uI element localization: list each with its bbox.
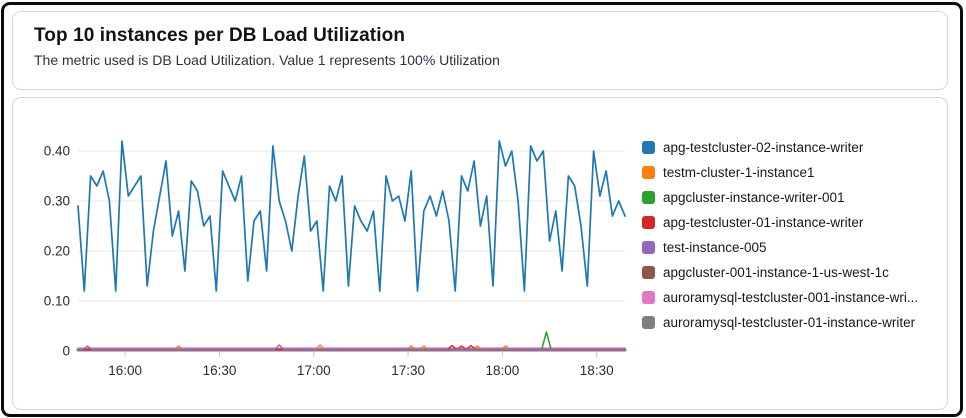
- svg-text:17:30: 17:30: [391, 363, 425, 378]
- legend-swatch-icon: [642, 141, 655, 154]
- legend-label: apgcluster-instance-writer-001: [663, 190, 845, 205]
- chart-legend: apg-testcluster-02-instance-writer testm…: [642, 135, 918, 335]
- chart-card: 0 0.10 0.20 0.30 0.40 16:00 16:30 17:00 17:30 18:…: [12, 97, 948, 410]
- svg-text:17:00: 17:00: [297, 363, 331, 378]
- page-subtitle: The metric used is DB Load Utilization. …: [34, 52, 500, 68]
- legend-item[interactable]: apgcluster-001-instance-1-us-west-1c: [642, 260, 918, 285]
- page-title: Top 10 instances per DB Load Utilization: [34, 25, 406, 46]
- svg-text:0: 0: [62, 344, 70, 359]
- legend-swatch-icon: [642, 216, 655, 229]
- legend-swatch-icon: [642, 316, 655, 329]
- legend-label: auroramysql-testcluster-01-instance-writ…: [663, 315, 916, 330]
- legend-item[interactable]: auroramysql-testcluster-001-instance-wri…: [642, 285, 918, 310]
- svg-text:16:30: 16:30: [203, 363, 237, 378]
- svg-text:0.10: 0.10: [44, 294, 70, 309]
- legend-label: testm-cluster-1-instance1: [663, 165, 815, 180]
- legend-item[interactable]: apg-testcluster-01-instance-writer: [642, 210, 918, 235]
- legend-swatch-icon: [642, 266, 655, 279]
- svg-text:0.20: 0.20: [44, 244, 70, 259]
- svg-text:18:30: 18:30: [580, 363, 614, 378]
- svg-text:16:00: 16:00: [108, 363, 142, 378]
- legend-swatch-icon: [642, 166, 655, 179]
- legend-swatch-icon: [642, 191, 655, 204]
- db-load-line-chart: 0 0.10 0.20 0.30 0.40 16:00 16:30 17:00 17:30 18:…: [44, 140, 627, 378]
- legend-label: apgcluster-001-instance-1-us-west-1c: [663, 265, 889, 280]
- legend-swatch-icon: [642, 291, 655, 304]
- legend-item[interactable]: apg-testcluster-02-instance-writer: [642, 135, 918, 160]
- legend-item[interactable]: apgcluster-instance-writer-001: [642, 185, 918, 210]
- legend-swatch-icon: [642, 241, 655, 254]
- report-header-card: Top 10 instances per DB Load Utilization…: [12, 11, 948, 90]
- svg-text:0.30: 0.30: [44, 194, 70, 209]
- legend-label: auroramysql-testcluster-001-instance-wri…: [663, 290, 919, 305]
- legend-item[interactable]: test-instance-005: [642, 235, 918, 260]
- legend-label: test-instance-005: [663, 240, 767, 255]
- legend-item[interactable]: testm-cluster-1-instance1: [642, 160, 918, 185]
- legend-item[interactable]: auroramysql-testcluster-01-instance-writ…: [642, 310, 918, 335]
- legend-label: apg-testcluster-01-instance-writer: [663, 215, 864, 230]
- legend-label: apg-testcluster-02-instance-writer: [663, 140, 864, 155]
- svg-text:0.40: 0.40: [44, 144, 70, 159]
- svg-text:18:00: 18:00: [485, 363, 519, 378]
